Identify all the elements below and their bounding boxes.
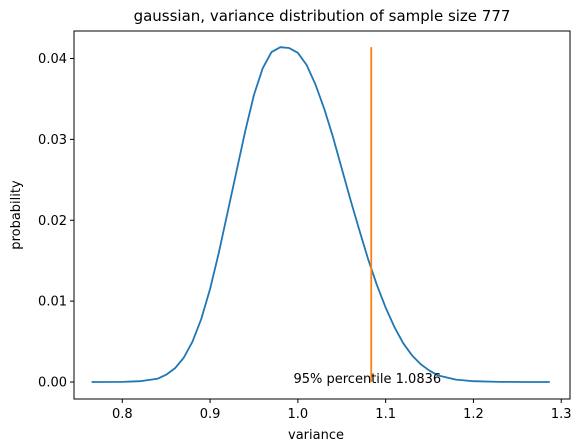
- distribution-curve: [91, 46, 550, 383]
- percentile-annotation: 95% percentile 1.0836: [293, 372, 441, 387]
- x-axis-ticks: 0.8 0.9 1.0 1.1 1.2 1.3: [112, 399, 571, 422]
- x-tick-label: 1.0: [288, 407, 309, 422]
- y-tick-label: 0.02: [38, 214, 67, 229]
- x-tick-label: 0.9: [200, 407, 221, 422]
- x-tick-label: 0.8: [112, 407, 133, 422]
- y-axis-label: probability: [9, 180, 24, 250]
- y-tick-label: 0.03: [38, 133, 67, 148]
- y-tick-label: 0.01: [38, 295, 67, 310]
- y-tick-label: 0.00: [38, 376, 67, 391]
- x-tick-label: 1.3: [551, 407, 571, 422]
- x-axis-label: variance: [288, 428, 344, 443]
- plot-frame: [73, 30, 571, 400]
- plot-area: 0.8 0.9 1.0 1.1 1.2 1.3 0.000.010.020.030.04 …: [38, 30, 571, 422]
- y-axis-ticks: 0.00 0.01 0.02 0.03 0.04: [38, 52, 74, 391]
- series-layer: [91, 46, 550, 383]
- y-tick-label: 0.04: [38, 52, 67, 67]
- chart-title: gaussian, variance distribution of sampl…: [134, 7, 511, 25]
- x-tick-label: 1.2: [463, 407, 484, 422]
- x-tick-label: 1.1: [375, 407, 396, 422]
